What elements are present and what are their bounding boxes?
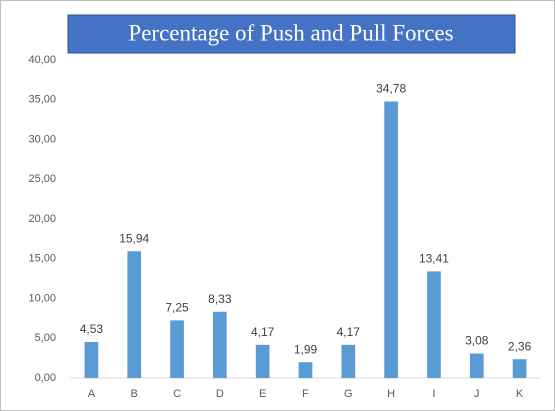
bar bbox=[512, 359, 527, 378]
x-tick-label: D bbox=[216, 388, 224, 400]
x-tick-label: F bbox=[302, 388, 309, 400]
bar bbox=[298, 362, 313, 378]
y-tick-label: 15,00 bbox=[28, 253, 56, 265]
data-label: 15,94 bbox=[119, 231, 149, 245]
x-tick-label: A bbox=[88, 388, 96, 400]
x-tick-label: G bbox=[344, 388, 353, 400]
data-label: 4,17 bbox=[337, 325, 361, 339]
data-label: 8,33 bbox=[208, 292, 232, 306]
data-label: 4,53 bbox=[80, 322, 104, 336]
data-label: 13,41 bbox=[419, 252, 449, 266]
data-label: 2,36 bbox=[508, 339, 532, 353]
x-tick-label: I bbox=[432, 388, 435, 400]
y-tick-label: 30,00 bbox=[28, 133, 56, 145]
y-tick-label: 35,00 bbox=[28, 94, 56, 106]
y-tick-label: 0,00 bbox=[35, 372, 56, 384]
x-tick-label: K bbox=[516, 388, 524, 400]
x-tick-label: C bbox=[173, 388, 181, 400]
bar bbox=[170, 320, 184, 378]
y-tick-label: 25,00 bbox=[28, 173, 56, 185]
y-tick-label: 40,00 bbox=[28, 54, 56, 66]
title-box bbox=[67, 14, 516, 54]
data-label: 1,99 bbox=[294, 342, 318, 356]
y-tick-label: 20,00 bbox=[28, 213, 56, 225]
bar bbox=[384, 101, 398, 379]
data-label: 4,17 bbox=[251, 325, 275, 339]
data-label: 34,78 bbox=[376, 82, 406, 96]
bar bbox=[469, 353, 484, 378]
bar bbox=[255, 344, 270, 378]
bar bbox=[341, 344, 356, 378]
x-tick-label: H bbox=[387, 388, 395, 400]
y-tick-label: 10,00 bbox=[28, 292, 56, 304]
x-tick-label: B bbox=[131, 388, 138, 400]
y-tick-label: 5,00 bbox=[35, 332, 56, 344]
data-label: 3,08 bbox=[465, 334, 489, 348]
chart-title: Percentage of Push and Pull Forces bbox=[128, 20, 453, 45]
bar bbox=[213, 311, 227, 378]
x-tick-label: E bbox=[259, 388, 266, 400]
bar bbox=[427, 271, 441, 378]
data-label: 7,25 bbox=[165, 301, 189, 315]
bar bbox=[127, 251, 142, 378]
x-tick-label: J bbox=[474, 388, 480, 400]
bar bbox=[84, 341, 99, 378]
